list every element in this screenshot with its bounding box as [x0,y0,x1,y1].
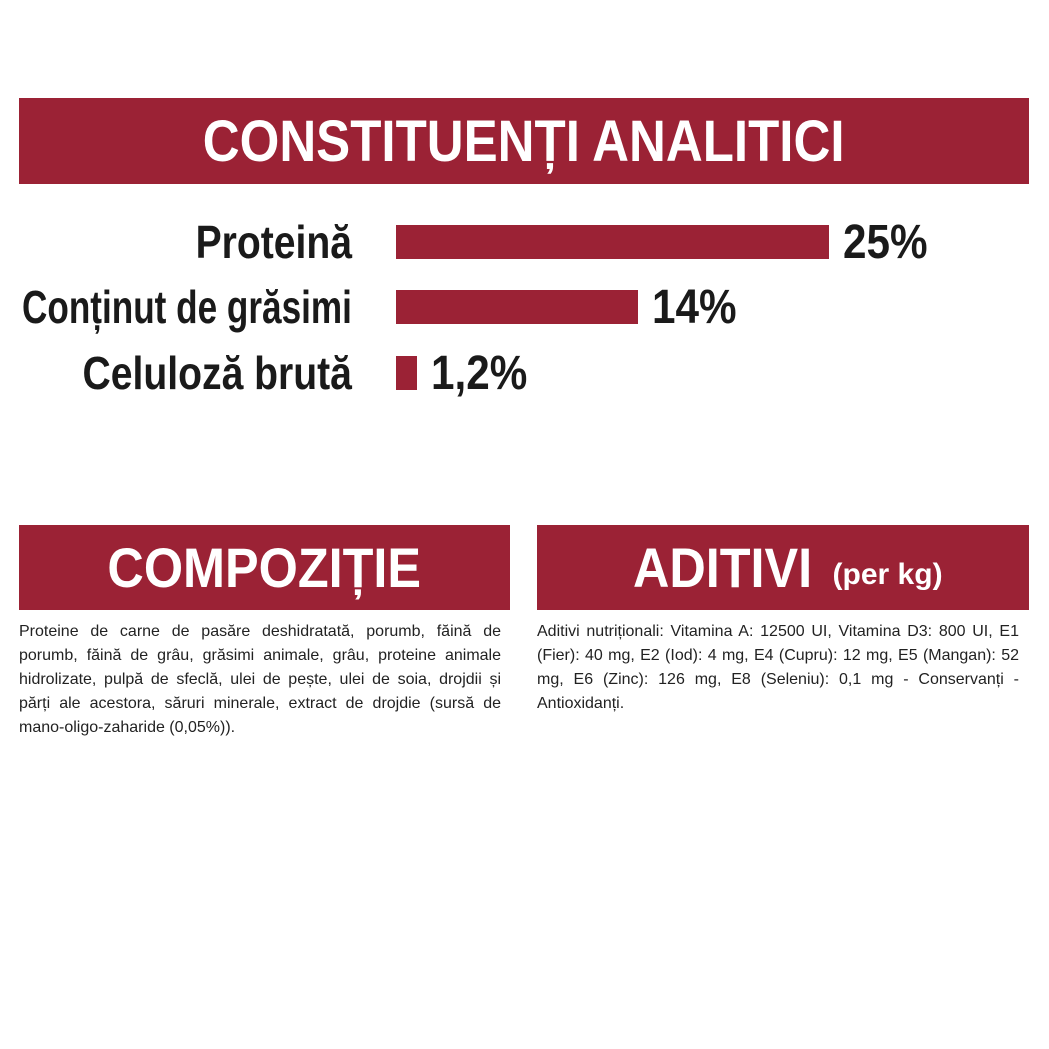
additives-title: ADITIVI [633,536,813,599]
category-label: Proteină [195,216,352,268]
composition-text: Proteine de carne de pasăre deshidratată… [19,623,501,736]
category-label: Conținut de grăsimi [22,281,352,333]
value-label: 14% [652,281,737,334]
composition-title: COMPOZIȚIE [107,536,422,599]
value-label: 25% [842,216,928,269]
bar [396,290,639,324]
bar [396,225,829,259]
additives-band: ADITIVI (per kg) [537,525,1029,610]
additives-text: Aditivi nutriționali: Vitamina A: 12500 … [537,623,1019,712]
bar [396,356,417,390]
value-label: 1,2% [430,347,528,400]
composition-band: COMPOZIȚIE [19,525,510,610]
chart-title: CONSTITUENȚI ANALITICI [203,108,845,174]
additives-note: (per kg) [832,557,943,591]
title-band: CONSTITUENȚI ANALITICI [19,98,1029,184]
category-label: Celuloză brută [82,347,352,399]
